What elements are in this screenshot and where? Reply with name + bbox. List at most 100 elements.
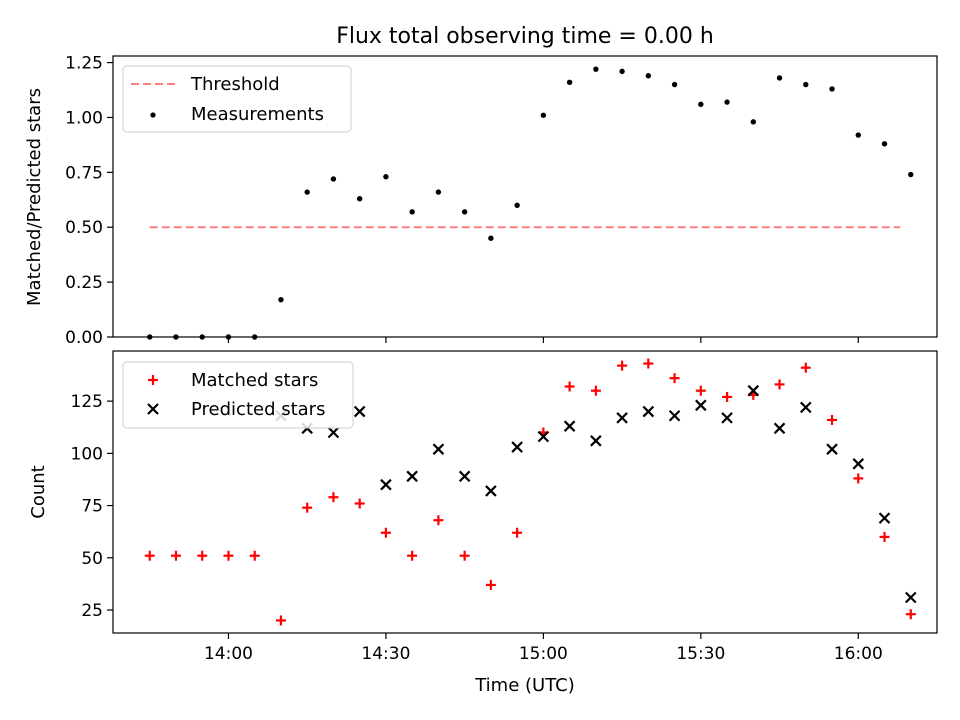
bottom-y-axis-label: Count xyxy=(28,465,49,518)
measurement-point xyxy=(278,296,284,303)
top-y-ticks: 0.00 0.25 0.50 0.75 1.00 1.25 xyxy=(65,54,113,348)
top-panel: Flux total observing time = 0.00 h Match… xyxy=(24,24,938,348)
matched-star-point xyxy=(512,527,523,538)
top-y-tick-label: 0.75 xyxy=(65,163,103,183)
measurement-point xyxy=(488,235,494,241)
predicted-star-point xyxy=(642,405,655,418)
measurement-point xyxy=(881,141,888,147)
top-y-tick-label: 1.25 xyxy=(65,54,103,74)
measurement-point xyxy=(645,73,652,79)
measurement-point xyxy=(855,132,861,138)
bottom-x-tick-label: 15:30 xyxy=(676,644,725,664)
bottom-y-tick-label: 100 xyxy=(71,444,103,464)
measurement-point xyxy=(750,119,757,125)
predicted-star-point xyxy=(800,401,812,414)
predicted-star-point xyxy=(432,443,445,455)
matched-star-point xyxy=(827,414,838,425)
measurement-point xyxy=(698,101,704,107)
measurement-point xyxy=(435,189,442,195)
bottom-plot-frame xyxy=(112,350,938,634)
predicted-star-point xyxy=(563,420,576,432)
measurement-point xyxy=(566,79,573,86)
matched-star-point xyxy=(617,360,628,371)
predicted-star-point xyxy=(327,426,340,439)
measurement-point xyxy=(356,195,363,202)
matched-star-point xyxy=(407,550,418,561)
predicted-star-point xyxy=(668,409,681,422)
matched-star-point xyxy=(853,473,864,484)
predicted-star-point xyxy=(485,485,497,497)
predicted-star-point xyxy=(721,412,733,424)
matched-star-point xyxy=(485,579,496,590)
matched-star-point xyxy=(905,609,916,620)
top-y-axis-label: Matched/Predicted stars xyxy=(24,88,45,306)
matched-star-point xyxy=(590,385,601,396)
measurement-point xyxy=(461,209,468,215)
measurement-point xyxy=(330,176,337,182)
bottom-x-tick-label: 16:00 xyxy=(834,644,883,664)
measurement-point xyxy=(304,189,310,195)
measurement-point xyxy=(383,174,389,180)
legend-threshold-label: Threshold xyxy=(190,74,280,95)
predicted-star-point xyxy=(511,441,523,453)
matched-star-point xyxy=(223,550,234,561)
top-legend-box xyxy=(122,65,352,133)
predicted-star-point xyxy=(773,422,786,435)
legend-measurements-swatch xyxy=(150,112,156,118)
bottom-marks xyxy=(144,358,917,626)
measurement-point xyxy=(540,112,547,118)
matched-star-point xyxy=(197,550,208,561)
measurement-point xyxy=(803,81,809,88)
measurement-point xyxy=(671,81,678,88)
top-y-tick-label: 0.50 xyxy=(65,218,103,238)
predicted-star-point xyxy=(616,412,628,424)
top-y-tick-label: 0.25 xyxy=(65,273,103,293)
matched-star-point xyxy=(879,531,890,542)
matched-star-point xyxy=(722,391,733,402)
bottom-x-tick-label: 14:00 xyxy=(204,644,253,664)
matched-star-point xyxy=(774,379,785,390)
matched-star-point xyxy=(695,385,706,396)
bottom-y-tick-label: 75 xyxy=(81,497,103,517)
legend-matched-swatch xyxy=(148,375,158,385)
bottom-y-tick-label: 25 xyxy=(81,601,103,621)
measurement-point xyxy=(409,209,415,215)
predicted-star-point xyxy=(458,470,471,483)
bottom-x-ticks: 14:00 14:30 15:00 15:30 16:00 xyxy=(204,633,883,664)
matched-star-point xyxy=(302,502,313,513)
legend-measurements-label: Measurements xyxy=(191,104,324,125)
matched-star-point xyxy=(459,550,470,561)
legend-predicted-label: Predicted stars xyxy=(191,399,325,420)
measurement-point xyxy=(724,99,730,105)
bottom-y-tick-label: 125 xyxy=(71,392,103,412)
measurement-point xyxy=(593,66,599,72)
predicted-star-point xyxy=(878,512,891,524)
predicted-star-point xyxy=(904,591,917,604)
matched-star-point xyxy=(433,515,444,526)
predicted-star-point xyxy=(695,399,707,412)
matched-star-point xyxy=(800,362,811,373)
bottom-legend: Matched stars Predicted stars xyxy=(122,361,354,429)
bottom-x-tick-label: 14:30 xyxy=(361,644,410,664)
matched-star-point xyxy=(643,358,654,369)
predicted-star-point xyxy=(590,435,602,447)
matched-star-point xyxy=(275,615,286,626)
bottom-panel: Count Time (UTC) 25 50 75 100 125 14:00 14:30… xyxy=(28,350,938,696)
top-plot-frame xyxy=(112,55,938,338)
predicted-star-point xyxy=(406,470,418,483)
measurement-point xyxy=(776,75,783,81)
measurement-point xyxy=(908,171,914,178)
matched-star-point xyxy=(564,381,575,392)
bottom-y-ticks: 25 50 75 100 125 xyxy=(71,392,113,621)
bottom-x-axis-label: Time (UTC) xyxy=(474,675,575,696)
top-x-ticks xyxy=(227,337,859,343)
matched-star-point xyxy=(380,527,391,538)
matched-star-point xyxy=(249,550,260,561)
matched-star-point xyxy=(669,373,680,384)
top-y-tick-label: 1.00 xyxy=(65,108,103,128)
measurement-point xyxy=(619,68,625,75)
matched-star-point xyxy=(328,492,339,503)
bottom-x-tick-label: 15:00 xyxy=(519,644,568,664)
top-chart-title: Flux total observing time = 0.00 h xyxy=(336,24,714,49)
